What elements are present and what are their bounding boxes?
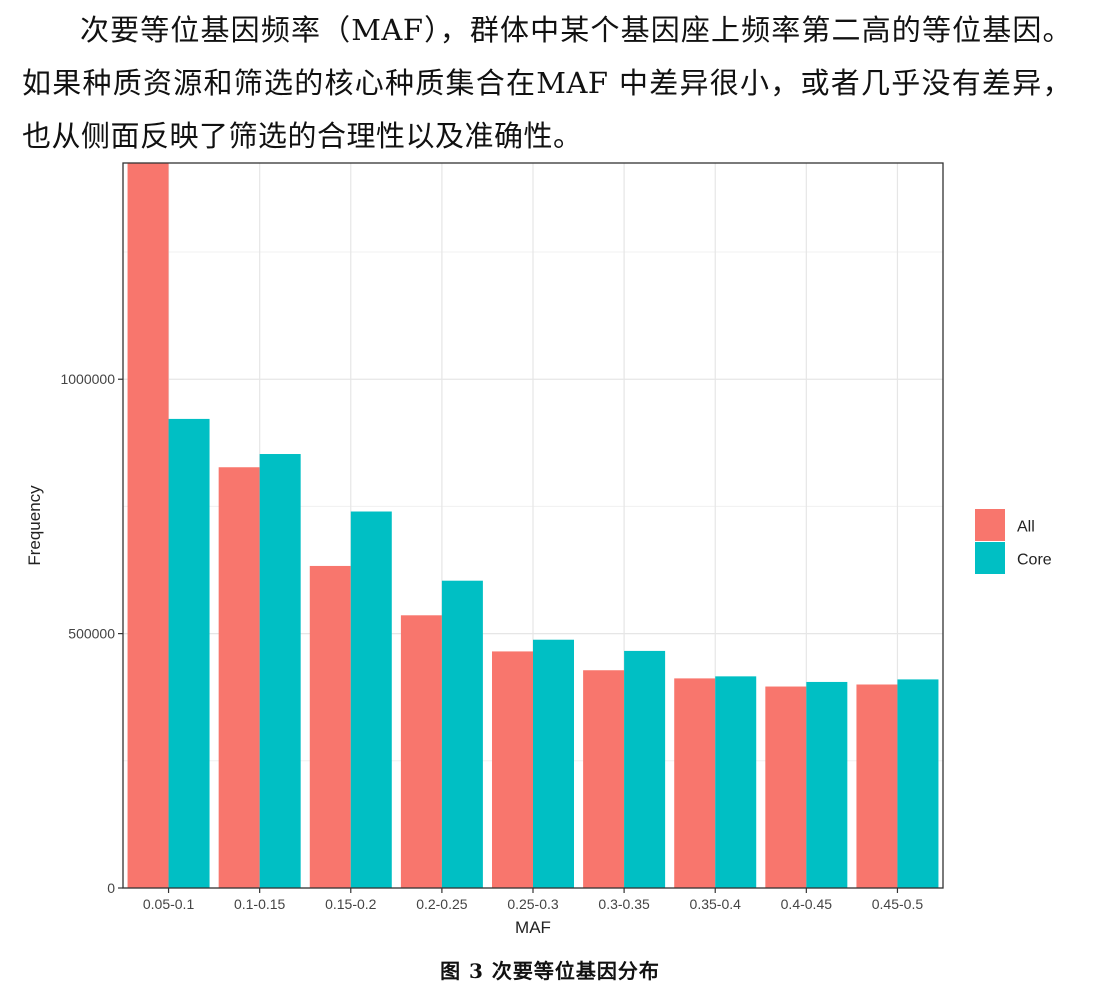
bar-core-0.2-0.25 (441, 580, 483, 888)
y-tick-label: 0 (107, 880, 115, 896)
bars-group (127, 163, 939, 888)
bar-core-0.45-0.5 (897, 679, 939, 888)
bar-core-0.1-0.15 (259, 454, 301, 888)
bar-all-0.4-0.45 (765, 686, 807, 888)
x-tick-label: 0.2-0.25 (416, 896, 468, 912)
bar-core-0.35-0.4 (715, 676, 757, 888)
bar-core-0.4-0.45 (806, 681, 848, 888)
y-tick-label: 1000000 (60, 371, 115, 387)
bar-all-0.2-0.25 (400, 615, 442, 888)
y-tick-label: 500000 (68, 626, 115, 642)
x-tick-label: 0.35-0.4 (690, 896, 742, 912)
bar-all-0.05-0.1 (127, 163, 169, 888)
x-tick-label: 0.4-0.45 (781, 896, 833, 912)
x-tick-label: 0.1-0.15 (234, 896, 286, 912)
bar-all-0.35-0.4 (674, 678, 716, 888)
bar-all-0.45-0.5 (856, 684, 898, 888)
y-axis-title: Frequency (25, 485, 44, 566)
legend-key-all (975, 509, 1005, 541)
legend-key-core (975, 542, 1005, 574)
figure-caption: 图 3 次要等位基因分布 (440, 959, 660, 983)
x-tick-label: 0.3-0.35 (598, 896, 650, 912)
x-tick-label: 0.25-0.3 (507, 896, 559, 912)
legend-label-core: Core (1017, 552, 1052, 569)
body-paragraph: 次要等位基因频率（MAF），群体中某个基因座上频率第二高的等位基因。如果种质资源… (22, 13, 1072, 153)
x-tick-label: 0.15-0.2 (325, 896, 377, 912)
bar-all-0.15-0.2 (309, 565, 351, 888)
bar-core-0.3-0.35 (624, 650, 666, 888)
bar-core-0.05-0.1 (168, 418, 210, 888)
bar-core-0.25-0.3 (533, 639, 574, 888)
bar-all-0.1-0.15 (218, 467, 260, 888)
x-axis-title: MAF (515, 918, 551, 937)
axes-group: 0 500000 1000000 0.05-0.1 0.1-0.15 0.15-0.2 0.… (25, 162, 944, 937)
legend-label-all: All (1017, 519, 1035, 536)
bar-all-0.25-0.3 (492, 651, 533, 888)
bar-core-0.15-0.2 (350, 511, 392, 888)
x-tick-label: 0.05-0.1 (143, 896, 195, 912)
legend: All Core (975, 509, 1052, 574)
bar-all-0.3-0.35 (583, 670, 625, 888)
x-tick-label: 0.45-0.5 (872, 896, 924, 912)
